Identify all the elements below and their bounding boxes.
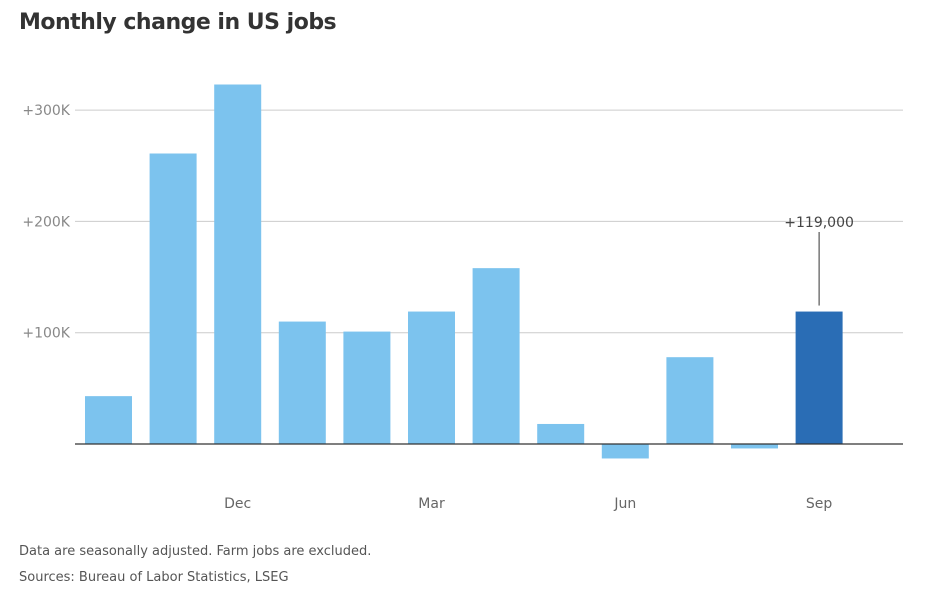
footnote: Data are seasonally adjusted. Farm jobs …	[19, 544, 372, 559]
x-tick-label: Dec	[224, 496, 251, 512]
x-tick-label: Mar	[418, 496, 445, 512]
bar-may	[537, 423, 585, 444]
y-tick-label: +100K	[22, 326, 70, 342]
bar-nov	[149, 153, 197, 444]
bar-jul	[666, 357, 714, 444]
bar-mar	[408, 311, 455, 444]
bar-jun	[601, 444, 649, 459]
bar-apr	[472, 268, 520, 444]
x-tick-label: Sep	[806, 496, 833, 512]
y-tick-label: +300K	[22, 103, 70, 119]
annotation-label: +119,000	[784, 215, 854, 231]
bar-feb	[343, 331, 391, 444]
bar-sep	[795, 311, 843, 444]
bar-jan	[278, 321, 326, 444]
x-tick-label: Jun	[613, 496, 636, 512]
chart-title: Monthly change in US jobs	[19, 10, 337, 35]
bar-dec	[214, 84, 262, 444]
bar-oct	[85, 396, 132, 444]
sources: Sources: Bureau of Labor Statistics, LSE…	[19, 570, 289, 585]
bar-aug	[731, 444, 778, 449]
y-tick-label: +200K	[22, 214, 70, 230]
